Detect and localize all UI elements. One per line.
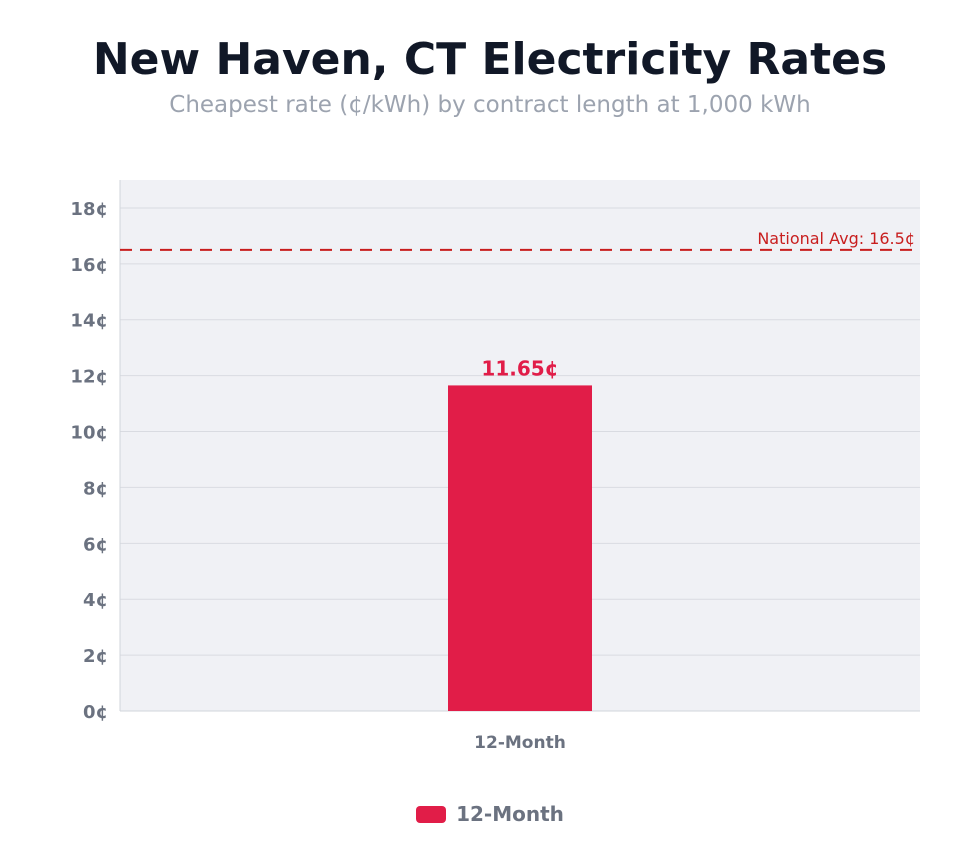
bar-value-label: 11.65¢ bbox=[481, 356, 558, 380]
y-tick-label: 10¢ bbox=[70, 423, 108, 444]
legend-label-12-month: 12-Month bbox=[456, 802, 564, 826]
y-tick-label: 12¢ bbox=[70, 367, 108, 388]
y-tick-label: 8¢ bbox=[83, 478, 108, 499]
legend-swatch-12-month bbox=[416, 805, 447, 823]
y-tick-label: 14¢ bbox=[70, 311, 108, 332]
y-tick-label: 2¢ bbox=[83, 646, 108, 667]
y-tick-label: 18¢ bbox=[70, 199, 108, 220]
y-tick-label: 4¢ bbox=[83, 590, 108, 611]
legend: 12-Month bbox=[0, 802, 980, 826]
x-tick-label: 12-Month bbox=[474, 733, 566, 753]
chart-title: New Haven, CT Electricity Rates bbox=[92, 34, 888, 85]
y-tick-label: 0¢ bbox=[83, 702, 108, 723]
y-tick-label: 16¢ bbox=[70, 255, 108, 276]
y-tick-label: 6¢ bbox=[83, 534, 108, 555]
chart-subtitle: Cheapest rate (¢/kWh) by contract length… bbox=[169, 92, 811, 118]
bar-12-month bbox=[448, 385, 592, 711]
national-average-label: National Avg: 16.5¢ bbox=[757, 229, 915, 248]
